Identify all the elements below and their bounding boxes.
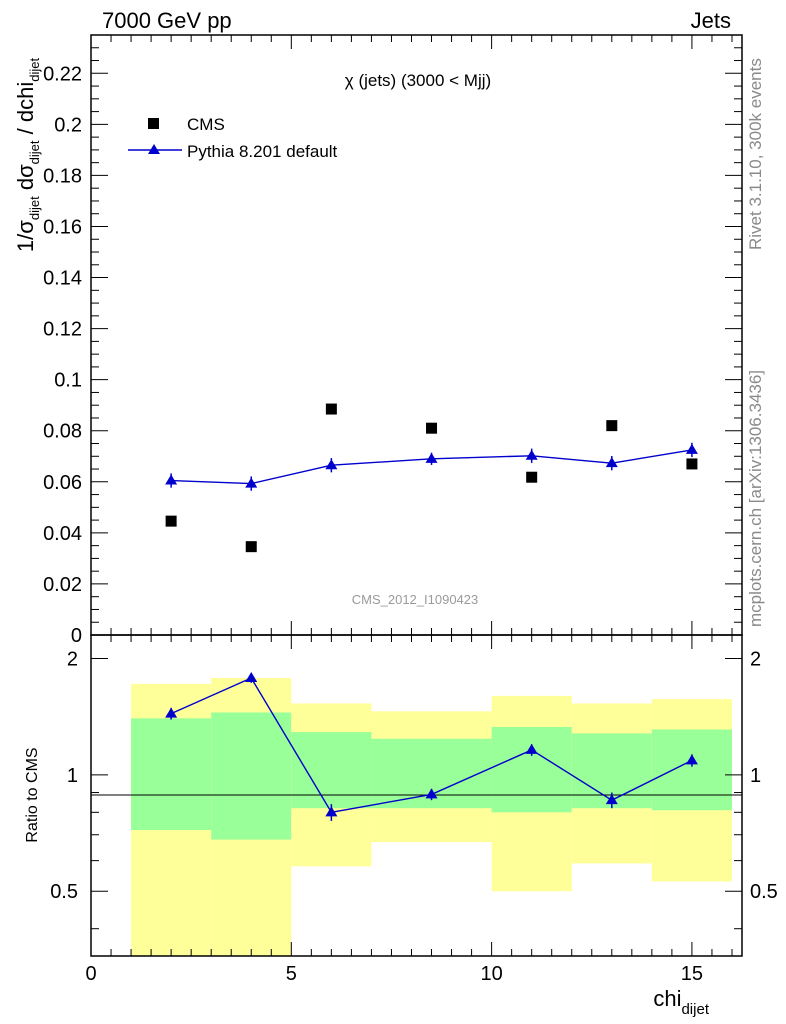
y-tick-label: 0.12 — [43, 319, 82, 341]
ratio-point — [525, 743, 538, 754]
header-right: Jets — [691, 8, 731, 33]
ratio-y-tick-label: 0.5 — [50, 881, 78, 903]
ratio-bands — [131, 678, 732, 956]
legend-cms-marker — [148, 118, 159, 129]
ratio-y-tick-label-right: 2 — [750, 648, 761, 670]
axis-ticks: 0 5 10 15 0 0.02 0.04 0.06 0.08 0.1 0.12 0.14 0.16 0.… — [43, 35, 778, 985]
mc-point — [245, 477, 258, 488]
ratio-y-tick-label: 2 — [67, 648, 78, 670]
y-tick-label: 0.04 — [43, 523, 82, 545]
x-tick-label: 5 — [286, 963, 297, 985]
y-tick-label: 0.06 — [43, 472, 82, 494]
legend: CMS Pythia 8.201 default — [128, 115, 338, 161]
chart-title: χ (jets) (3000 < Mjj) — [345, 71, 491, 90]
y-tick-label: 0.22 — [43, 63, 82, 85]
x-tick-label: 0 — [85, 963, 96, 985]
mc-point — [525, 449, 538, 460]
legend-cms-label: CMS — [187, 115, 225, 134]
y-tick-label: 0.16 — [43, 216, 82, 238]
y-tick-label: 0.18 — [43, 165, 82, 187]
main-y-axis-label: 1/σdijet dσdijet / dchidijet — [13, 58, 42, 253]
x-tick-label: 15 — [681, 963, 703, 985]
ratio-point — [165, 707, 178, 718]
cms-point — [426, 422, 438, 434]
ratio-point — [245, 672, 258, 683]
mc-point — [425, 452, 438, 463]
ratio-y-tick-label-right: 0.5 — [750, 881, 778, 903]
x-tick-label: 10 — [480, 963, 502, 985]
y-tick-label: 0.2 — [54, 114, 82, 136]
axes-frame — [90, 34, 743, 957]
legend-mc-marker — [148, 144, 160, 154]
ratio-y-tick-label-right: 1 — [750, 765, 761, 787]
mcplots-label: mcplots.cern.ch [arXiv:1306.3436] — [746, 370, 765, 627]
ratio-point — [325, 806, 338, 817]
ratio-band-inner — [491, 726, 572, 813]
ratio-point — [425, 788, 438, 799]
legend-mc-label: Pythia 8.201 default — [187, 142, 338, 161]
header-left: 7000 GeV pp — [102, 8, 232, 33]
mc-point — [605, 457, 618, 468]
ratio-point — [685, 754, 698, 765]
ratio-point — [605, 794, 618, 805]
mc-point — [165, 474, 178, 485]
rivet-version-label: Rivet 3.1.10, 300k events — [746, 58, 765, 250]
cms-point — [526, 471, 538, 483]
ratio-band-inner — [651, 729, 732, 811]
data-marks — [165, 403, 698, 821]
cms-point — [686, 458, 698, 470]
cms-point — [325, 403, 337, 415]
mc-point — [325, 459, 338, 470]
ratio-band-inner — [291, 732, 372, 809]
cms-point — [165, 515, 177, 527]
ratio-band-inner — [211, 712, 292, 840]
ratio-y-axis-label: Ratio to CMS — [24, 747, 41, 842]
cms-point — [606, 420, 618, 432]
mc-point — [685, 443, 698, 454]
y-tick-label: 0.14 — [43, 268, 82, 290]
ratio-y-tick-label: 1 — [67, 765, 78, 787]
analysis-watermark: CMS_2012_I1090423 — [352, 592, 479, 607]
y-tick-label: 0.02 — [43, 574, 82, 596]
y-tick-label: 0.08 — [43, 421, 82, 443]
y-tick-label: 0.1 — [54, 370, 82, 392]
y-tick-label: 0 — [71, 625, 82, 647]
ratio-band-inner — [131, 718, 212, 831]
cms-point — [245, 541, 257, 553]
x-axis-label: chidijet — [653, 986, 709, 1018]
